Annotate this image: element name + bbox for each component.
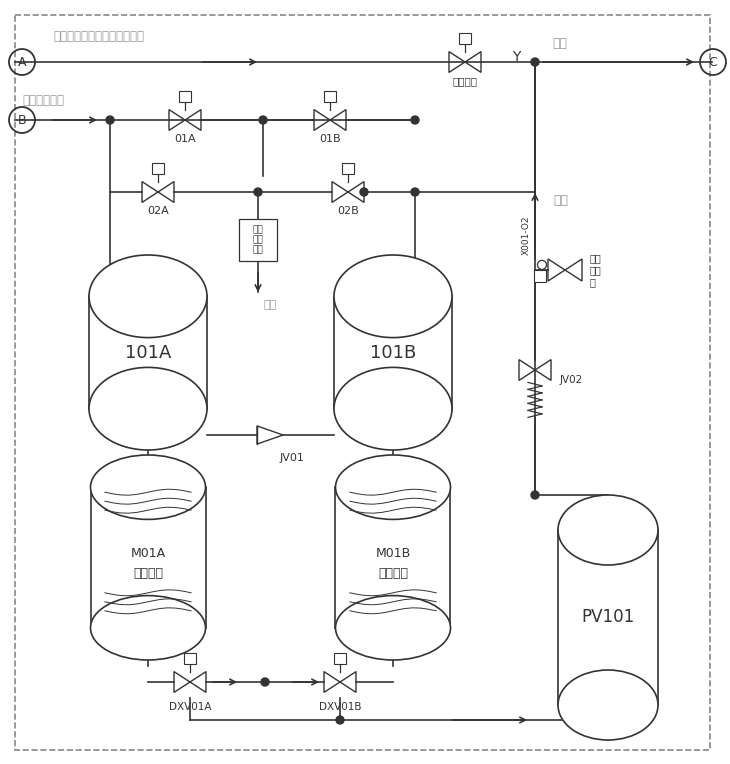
Text: 02A: 02A: [147, 206, 169, 216]
Text: 自动: 自动: [590, 253, 602, 263]
Text: JV01: JV01: [280, 453, 304, 463]
Text: 01B: 01B: [319, 134, 341, 144]
Bar: [558, 530, 658, 705]
Circle shape: [259, 116, 267, 124]
Ellipse shape: [89, 367, 207, 450]
Circle shape: [106, 116, 114, 124]
Text: 供氧: 供氧: [553, 37, 567, 50]
Circle shape: [411, 188, 419, 196]
Ellipse shape: [91, 455, 206, 520]
Text: 氧气: 氧气: [553, 193, 568, 206]
Bar: [239, 219, 277, 261]
Bar: [334, 296, 452, 409]
Ellipse shape: [334, 255, 452, 338]
Bar: [459, 33, 471, 44]
Text: PV101: PV101: [581, 608, 634, 626]
Bar: [89, 296, 207, 409]
Text: B: B: [18, 114, 26, 127]
Text: 排堵: 排堵: [253, 225, 264, 235]
Text: 膜分离器: 膜分离器: [378, 568, 408, 581]
Ellipse shape: [91, 596, 206, 660]
Circle shape: [360, 188, 368, 196]
Text: JV02: JV02: [560, 375, 583, 385]
Text: 101A: 101A: [125, 344, 172, 361]
Text: 废气: 废气: [264, 300, 277, 310]
Text: A: A: [18, 56, 26, 69]
Bar: [324, 91, 336, 102]
Bar: [180, 91, 191, 102]
Text: 膜分离器: 膜分离器: [133, 568, 163, 581]
Ellipse shape: [336, 596, 450, 660]
Text: DXV01A: DXV01A: [169, 702, 211, 712]
Text: 应急供气: 应急供气: [453, 76, 477, 86]
Text: 02B: 02B: [337, 206, 359, 216]
Text: M01A: M01A: [131, 547, 166, 560]
Text: 医院原氧源，如应急备份氧气: 医院原氧源，如应急备份氧气: [53, 30, 144, 43]
Text: 01A: 01A: [174, 134, 196, 144]
Circle shape: [261, 678, 269, 686]
Text: 调节: 调节: [590, 265, 602, 275]
Ellipse shape: [558, 495, 658, 565]
Text: 医用压缩空气: 医用压缩空气: [22, 94, 64, 107]
Text: DXV01B: DXV01B: [319, 702, 361, 712]
Ellipse shape: [89, 255, 207, 338]
Ellipse shape: [334, 367, 452, 450]
Text: C: C: [709, 56, 718, 69]
Ellipse shape: [336, 455, 450, 520]
FancyBboxPatch shape: [15, 15, 710, 750]
Bar: [534, 270, 546, 282]
Bar: [91, 487, 206, 628]
Text: 拦截: 拦截: [253, 235, 264, 244]
Text: 阀: 阀: [590, 277, 596, 287]
Bar: [342, 163, 353, 174]
Circle shape: [531, 58, 539, 66]
Circle shape: [336, 716, 344, 724]
Bar: [336, 487, 450, 628]
Text: 排气: 排气: [253, 245, 264, 254]
Bar: [334, 653, 345, 665]
Circle shape: [531, 491, 539, 499]
Text: X001-O2: X001-O2: [521, 215, 531, 255]
Bar: [153, 163, 164, 174]
Ellipse shape: [558, 670, 658, 740]
Text: Y: Y: [512, 50, 520, 64]
Text: M01B: M01B: [375, 547, 410, 560]
Text: 101B: 101B: [370, 344, 416, 361]
Circle shape: [254, 188, 262, 196]
Bar: [185, 653, 196, 665]
Circle shape: [411, 116, 419, 124]
